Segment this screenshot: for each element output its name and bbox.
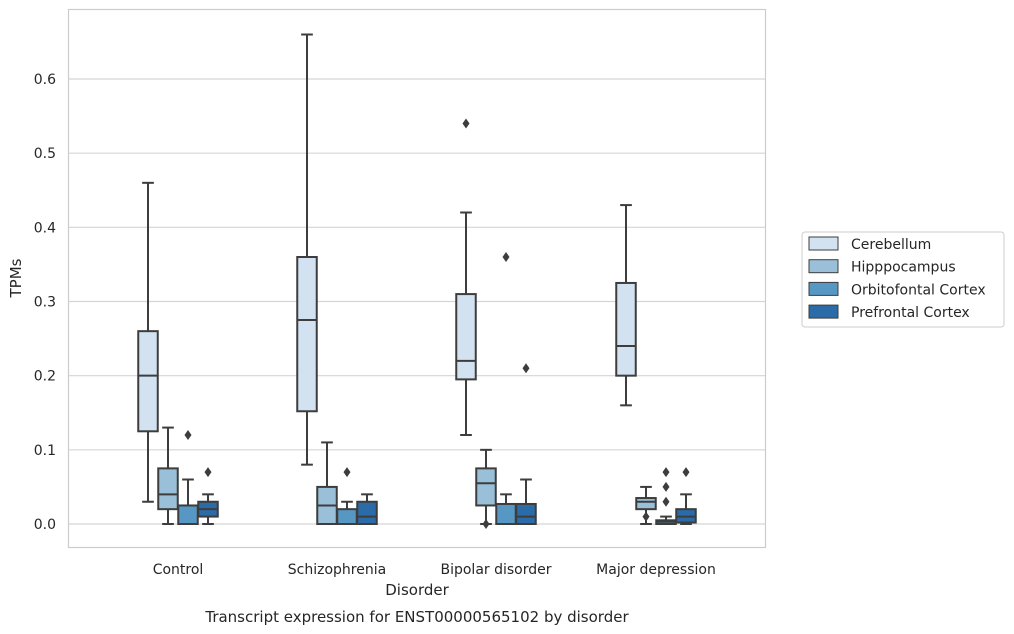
box-prefrontal-cortex	[515, 363, 537, 526]
legend-label: Cerebellum	[851, 237, 931, 253]
x-tick-label: Bipolar disorder	[440, 562, 551, 578]
legend: Cerebellum Hipppocampus Orbitofontal Corte…	[801, 231, 1005, 328]
y-tick-label: 0.6	[34, 72, 56, 88]
iqr-box	[635, 497, 657, 511]
box-hipppocampus	[475, 448, 497, 529]
outlier-point	[522, 363, 530, 374]
outlier-point	[343, 467, 351, 478]
iqr-box	[296, 256, 318, 413]
box-hipppocampus	[635, 485, 657, 525]
box-hipppocampus	[157, 426, 179, 525]
chart-title: Transcript expression for ENST0000056510…	[204, 608, 629, 626]
outlier-point	[662, 496, 670, 507]
x-axis-label: Disorder	[385, 581, 449, 599]
iqr-box	[475, 467, 497, 507]
box-cerebellum	[296, 33, 318, 466]
box-orbitofontal-cortex	[336, 467, 358, 525]
x-tick-label: Major depression	[596, 562, 716, 578]
legend-label: Hipppocampus	[851, 260, 956, 276]
y-axis-label: TPMs	[7, 258, 25, 298]
outlier-point	[204, 467, 212, 478]
outlier-point	[682, 467, 690, 478]
box-cerebellum	[455, 118, 477, 436]
box-prefrontal-cortex	[356, 493, 378, 525]
legend-swatch	[808, 236, 839, 251]
legend-swatch	[808, 281, 839, 296]
x-axis-ticks: Control Schizophrenia Bipolar disorder Majo…	[153, 562, 716, 578]
iqr-box	[157, 467, 179, 511]
iqr-box	[495, 502, 517, 526]
box-orbitofontal-cortex	[177, 430, 199, 526]
box-orbitofontal-cortex	[495, 252, 517, 526]
box-series	[137, 33, 697, 529]
y-tick-label: 0.2	[34, 369, 56, 385]
outlier-point	[662, 467, 670, 478]
legend-swatch	[808, 304, 839, 319]
outlier-point	[184, 430, 192, 440]
box-orbitofontal-cortex	[655, 467, 677, 526]
y-tick-label: 0.3	[34, 295, 56, 311]
legend-frame	[801, 231, 1005, 328]
box-hipppocampus	[316, 441, 338, 525]
box-cerebellum	[137, 181, 159, 503]
box-cerebellum	[615, 204, 637, 407]
y-tick-label: 0.0	[34, 517, 56, 533]
box-prefrontal-cortex	[675, 467, 697, 525]
outlier-point	[662, 481, 670, 492]
iqr-box	[336, 508, 358, 525]
iqr-box	[356, 500, 378, 525]
y-axis-ticks: 0.0 0.1 0.2 0.3 0.4 0.5 0.6	[34, 72, 56, 533]
legend-label: Orbitofontal Cortex	[851, 282, 986, 298]
legend-label: Prefrontal Cortex	[851, 305, 970, 321]
x-tick-label: Control	[153, 562, 204, 578]
box-prefrontal-cortex	[197, 467, 219, 525]
legend-swatch	[808, 259, 839, 274]
iqr-box	[455, 293, 477, 381]
outlier-point	[462, 118, 470, 129]
plot-frame	[67, 8, 767, 549]
y-tick-label: 0.1	[34, 443, 56, 459]
y-tick-label: 0.5	[34, 146, 56, 162]
outlier-point	[482, 519, 490, 529]
iqr-box	[137, 330, 159, 433]
iqr-box	[615, 281, 637, 377]
outlier-point	[502, 252, 510, 262]
grid-lines	[68, 78, 766, 525]
y-tick-label: 0.4	[34, 220, 56, 236]
iqr-box	[515, 502, 537, 526]
iqr-box	[177, 504, 199, 526]
outlier-point	[642, 511, 650, 522]
x-tick-label: Schizophrenia	[288, 562, 386, 578]
